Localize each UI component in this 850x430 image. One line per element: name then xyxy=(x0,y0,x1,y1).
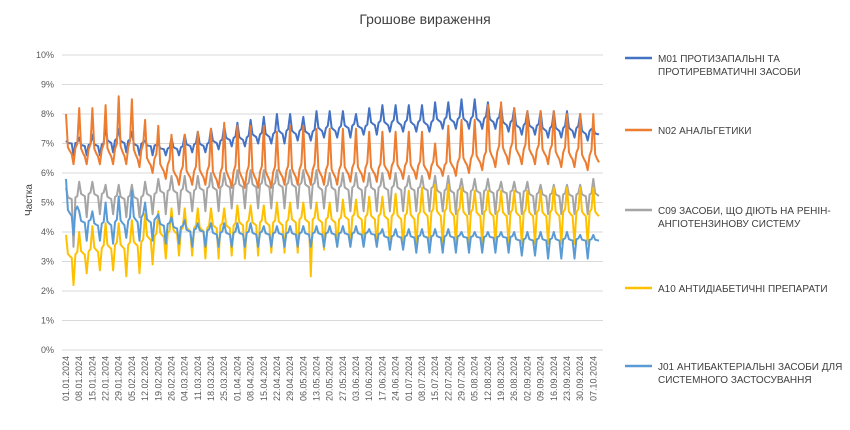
y-tick-labels: 0% 1% 2% 3% 4% 5% 6% 7% 8% 9% 10% xyxy=(36,50,54,355)
series-line xyxy=(65,169,600,248)
x-tick-label: 27.05.2024 xyxy=(338,356,348,401)
y-tick-label: 5% xyxy=(41,198,54,208)
x-tick-label: 08.01.2024 xyxy=(74,356,84,401)
legend-label: N02 АНАЛЬГЕТИКИ xyxy=(658,126,751,137)
legend: M01 ПРОТИЗАПАЛЬНІ ТА ПРОТИРЕВМАТИЧНІ ЗАСО… xyxy=(625,54,842,386)
legend-label: C09 ЗАСОБИ, ЩО ДІЮТЬ НА РЕНІН- xyxy=(658,206,831,217)
y-axis-label: Частка xyxy=(24,184,35,216)
x-tick-label: 19.08.2024 xyxy=(496,356,506,401)
x-tick-label: 29.04.2024 xyxy=(285,356,295,401)
x-tick-label: 26.02.2024 xyxy=(166,356,176,401)
y-tick-label: 10% xyxy=(36,50,54,60)
x-tick-label: 19.02.2024 xyxy=(153,356,163,401)
x-tick-label: 05.02.2024 xyxy=(127,356,137,401)
legend-label: A10 АНТИДІАБЕТИЧНІ ПРЕПАРАТИ xyxy=(658,284,828,295)
y-tick-label: 7% xyxy=(41,139,54,149)
x-tick-label: 01.04.2024 xyxy=(232,356,242,401)
x-tick-label: 20.05.2024 xyxy=(325,356,335,401)
y-tick-label: 6% xyxy=(41,168,54,178)
x-tick-label: 30.09.2024 xyxy=(575,356,585,401)
x-tick-label: 08.07.2024 xyxy=(417,356,427,401)
x-tick-label: 07.10.2024 xyxy=(588,356,598,401)
x-tick-label: 04.03.2024 xyxy=(180,356,190,401)
x-tick-label: 16.09.2024 xyxy=(549,356,559,401)
x-tick-label: 01.01.2024 xyxy=(61,356,71,401)
x-tick-label: 02.09.2024 xyxy=(522,356,532,401)
y-tick-label: 1% xyxy=(41,316,54,326)
x-tick-label: 12.08.2024 xyxy=(483,356,493,401)
x-tick-label: 22.01.2024 xyxy=(101,356,111,401)
x-tick-label: 08.04.2024 xyxy=(246,356,256,401)
series-line xyxy=(65,95,600,189)
x-tick-label: 18.03.2024 xyxy=(206,356,216,401)
y-tick-label: 2% xyxy=(41,286,54,296)
x-tick-label: 15.04.2024 xyxy=(259,356,269,401)
legend-label: J01 АНТИБАКТЕРІАЛЬНІ ЗАСОБИ ДЛЯ xyxy=(658,362,842,373)
series-line xyxy=(65,178,600,260)
x-tick-label: 15.01.2024 xyxy=(87,356,97,401)
x-tick-label: 03.06.2024 xyxy=(351,356,361,401)
x-tick-label: 29.01.2024 xyxy=(114,356,124,401)
y-tick-label: 0% xyxy=(41,345,54,355)
x-tick-label: 11.03.2024 xyxy=(193,356,203,400)
x-tick-label: 24.06.2024 xyxy=(391,356,401,401)
legend-label: АНГІОТЕНЗИНОВУ СИСТЕМУ xyxy=(658,219,801,230)
y-tick-label: 4% xyxy=(41,227,54,237)
x-tick-label: 09.09.2024 xyxy=(536,356,546,401)
legend-label: СИСТЕМНОГО ЗАСТОСУВАННЯ xyxy=(658,375,812,386)
x-tick-label: 22.04.2024 xyxy=(272,356,282,401)
series-line xyxy=(65,183,600,287)
x-tick-label: 10.06.2024 xyxy=(364,356,374,401)
chart-title: Грошове вираження xyxy=(359,11,490,27)
x-tick-label: 26.08.2024 xyxy=(509,356,519,401)
legend-label: M01 ПРОТИЗАПАЛЬНІ ТА xyxy=(658,54,780,65)
x-tick-label: 22.07.2024 xyxy=(443,356,453,401)
x-tick-label: 17.06.2024 xyxy=(377,356,387,401)
series-lines xyxy=(65,95,600,287)
x-tick-label: 15.07.2024 xyxy=(430,356,440,401)
x-tick-label: 23.09.2024 xyxy=(562,356,572,401)
x-tick-label: 01.07.2024 xyxy=(404,356,414,401)
x-tick-label: 29.07.2024 xyxy=(457,356,467,401)
x-tick-label: 06.05.2024 xyxy=(298,356,308,401)
x-tick-label: 13.05.2024 xyxy=(311,356,321,401)
y-tick-label: 8% xyxy=(41,109,54,119)
legend-label: ПРОТИРЕВМАТИЧНІ ЗАСОБИ xyxy=(658,67,801,78)
series-line xyxy=(65,98,600,157)
y-tick-label: 9% xyxy=(41,80,54,90)
x-tick-label: 05.08.2024 xyxy=(470,356,480,401)
x-tick-labels: 01.01.2024 08.01.2024 15.01.2024 22.01.2024… xyxy=(61,356,598,401)
y-tick-label: 3% xyxy=(41,257,54,267)
x-tick-label: 12.02.2024 xyxy=(140,356,150,401)
x-tick-label: 25.03.2024 xyxy=(219,356,229,401)
